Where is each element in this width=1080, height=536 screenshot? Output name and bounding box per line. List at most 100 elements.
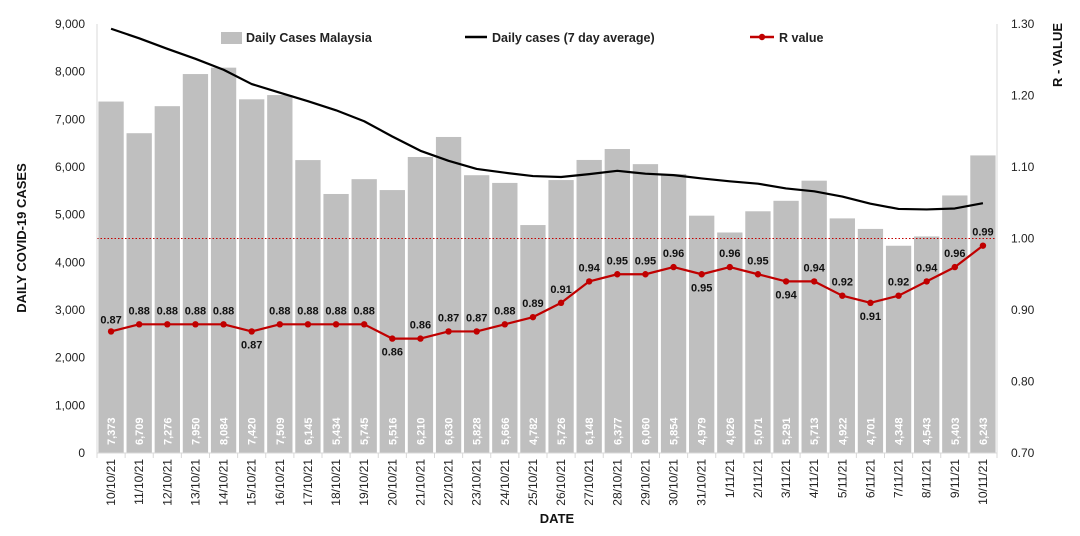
r-point-30/10/21: [670, 263, 677, 271]
x-tick-label: 31/10/21: [695, 459, 709, 506]
r-value-label: 0.87: [241, 339, 262, 351]
legend: Daily Cases Malaysia Daily cases (7 day a…: [221, 31, 824, 45]
bar-value-label: 5,403: [950, 417, 962, 445]
x-tick-label: 29/10/21: [638, 459, 652, 506]
r-point-7/11/21: [895, 292, 902, 299]
bar-value-label: 7,276: [162, 417, 174, 445]
x-tick-label: 15/10/21: [245, 459, 259, 506]
bar-value-label: 6,377: [612, 417, 624, 445]
legend-label-7-day-average: Daily cases (7 day average): [492, 31, 655, 45]
r-point-24/10/21: [501, 321, 509, 328]
bar-value-label: 6,148: [584, 417, 596, 445]
r-value-label: 0.91: [860, 311, 881, 323]
bar-value-label: 4,626: [725, 417, 737, 445]
bar-series-daily-cases: 7,373 6,709 7,276 7,950 8,084 7,420 7,509 6,145…: [98, 67, 996, 454]
r-value-label: 0.94: [578, 262, 600, 274]
y-tick-label: 8,000: [55, 65, 85, 79]
y2-axis-title: R - VALUE: [1050, 23, 1065, 87]
x-tick-label: 7/11/21: [892, 459, 906, 498]
y2-tick-label: 1.10: [1011, 160, 1035, 174]
r-value-label: 0.94: [803, 262, 825, 274]
bar-28/10/21: [604, 149, 630, 453]
r-value-label: 0.94: [775, 289, 797, 301]
bar-19/10/21: [351, 179, 377, 453]
bar-value-label: 7,420: [247, 417, 259, 445]
y-tick-label: 7,000: [55, 112, 85, 126]
bar-13/10/21: [182, 74, 209, 454]
r-value-label: 0.96: [663, 248, 684, 260]
y-tick-label: 4,000: [55, 255, 85, 269]
x-tick-label: 17/10/21: [301, 459, 315, 506]
legend-label-daily-cases: Daily Cases Malaysia: [246, 31, 373, 45]
r-value-label: 0.94: [916, 262, 938, 274]
y2-tick-label: 1.00: [1011, 232, 1035, 246]
r-value-label: 0.88: [269, 305, 290, 317]
r-value-label: 0.95: [607, 255, 628, 267]
x-tick-label: 24/10/21: [498, 459, 512, 506]
r-value-label: 0.88: [213, 305, 234, 317]
bar-3/11/21: [773, 200, 799, 453]
bar-value-label: 5,071: [753, 417, 765, 445]
x-tick-label: 2/11/21: [751, 459, 765, 498]
r-point-20/10/21: [389, 335, 396, 342]
bar-10/11/21: [970, 155, 996, 454]
y-tick-label: 3,000: [55, 303, 85, 317]
r-point-1/11/21: [726, 263, 734, 271]
bar-4/11/21: [801, 180, 827, 453]
bar-value-label: 5,726: [556, 417, 568, 445]
x-tick-label: 19/10/21: [357, 459, 371, 506]
x-tick-label: 8/11/21: [920, 459, 934, 498]
legend-label-r-value: R value: [779, 31, 824, 45]
x-tick-label: 9/11/21: [948, 459, 962, 498]
bar-8/11/21: [914, 236, 940, 453]
bar-value-label: 5,745: [359, 417, 371, 445]
r-point-6/11/21: [867, 299, 874, 307]
y-tick-label: 2,000: [55, 351, 85, 365]
bar-27/10/21: [576, 159, 602, 453]
x-tick-label: 28/10/21: [610, 459, 624, 506]
y-tick-label: 0: [78, 446, 85, 460]
bar-9/11/21: [942, 195, 968, 453]
r-value-label: 0.88: [185, 305, 206, 317]
x-tick-label: 3/11/21: [779, 459, 793, 498]
r-point-12/10/21: [164, 321, 171, 328]
r-point-2/11/21: [754, 271, 762, 278]
bar-6/11/21: [857, 228, 884, 453]
bar-11/10/21: [126, 133, 152, 453]
bar-30/10/21: [660, 173, 687, 453]
x-tick-label: 20/10/21: [385, 459, 399, 506]
axes: 0 1,000 2,000 3,000 4,000 5,000 6,000 7,000 8,00…: [14, 17, 1065, 526]
x-tick-label: 12/10/21: [160, 459, 174, 506]
r-line: [110, 244, 984, 340]
bar-value-label: 6,060: [640, 417, 652, 445]
bar-value-label: 8,084: [219, 417, 231, 445]
r-point-26/10/21: [557, 299, 565, 307]
bar-5/11/21: [829, 218, 855, 453]
avg-line: [110, 27, 984, 211]
legend-r-marker: [758, 33, 766, 41]
r-point-10/11/21: [979, 242, 987, 249]
r-point-15/10/21: [248, 328, 255, 335]
r-point-9/11/21: [951, 263, 959, 271]
y-axis-title: DAILY COVID-19 CASES: [14, 163, 29, 313]
bar-21/10/21: [407, 156, 434, 454]
bar-15/10/21: [239, 99, 265, 453]
bar-22/10/21: [435, 136, 462, 453]
line-series-7-day-average: [110, 27, 984, 211]
bar-value-label: 4,922: [837, 417, 849, 445]
r-value-label: 0.96: [944, 248, 965, 260]
r-point-21/10/21: [417, 335, 424, 342]
bar-value-label: 7,950: [190, 417, 202, 445]
r-value-label: 0.95: [747, 255, 768, 267]
r-point-22/10/21: [445, 328, 452, 335]
r-point-3/11/21: [782, 278, 790, 285]
bar-value-label: 5,854: [669, 417, 681, 445]
bar-value-label: 5,666: [500, 417, 512, 445]
r-point-19/10/21: [360, 321, 368, 328]
r-value-label: 0.88: [157, 305, 178, 317]
r-point-23/10/21: [473, 328, 480, 335]
bar-value-label: 6,210: [415, 417, 427, 445]
bar-value-label: 6,630: [444, 417, 456, 445]
